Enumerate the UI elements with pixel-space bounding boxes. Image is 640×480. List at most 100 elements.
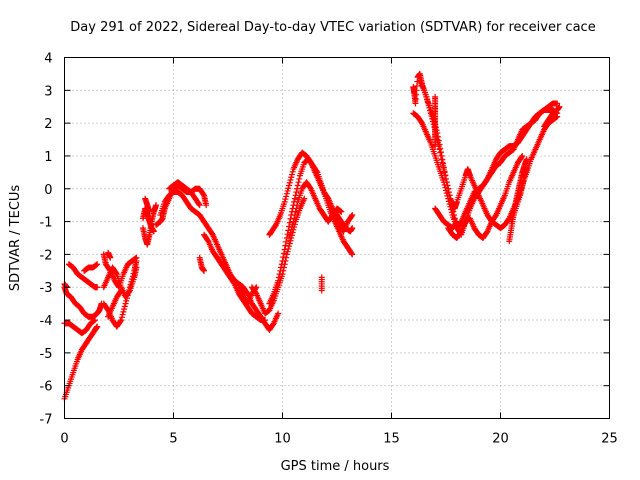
data-point <box>118 317 125 324</box>
data-point <box>437 145 444 152</box>
y-tick-label: 0 <box>44 183 52 198</box>
x-tick-label: 10 <box>274 432 291 447</box>
data-point <box>284 187 291 194</box>
data-point <box>283 238 290 245</box>
data-point <box>278 261 285 268</box>
data-point <box>349 225 356 232</box>
data-point <box>287 237 294 244</box>
data-point <box>437 149 444 156</box>
data-point <box>286 240 293 247</box>
x-tick-label: 5 <box>169 432 177 447</box>
data-point <box>443 179 450 186</box>
y-tick-label: 3 <box>44 84 52 99</box>
data-point <box>201 267 208 274</box>
data-point <box>287 229 294 236</box>
data-point <box>276 271 283 278</box>
y-axis-label: SDTVAR / TECUs <box>8 185 23 292</box>
data-point <box>291 215 298 222</box>
data-point <box>289 221 296 228</box>
data-point <box>277 267 284 274</box>
data-point <box>349 212 356 219</box>
data-point <box>196 202 203 209</box>
data-point <box>295 179 302 186</box>
plot-frame <box>64 57 610 419</box>
plot-markers <box>61 70 563 402</box>
data-point <box>94 323 101 330</box>
x-tick-label: 20 <box>492 432 509 447</box>
y-tick-label: -1 <box>40 216 53 231</box>
data-point <box>133 254 140 261</box>
data-point <box>150 228 157 235</box>
data-point <box>195 201 202 208</box>
data-point <box>275 310 282 317</box>
data-point <box>133 264 140 271</box>
data-point <box>556 103 563 110</box>
data-point <box>349 251 356 258</box>
data-point <box>203 202 210 209</box>
x-axis-ticks: 0 5 10 15 20 25 <box>60 57 618 447</box>
data-point <box>281 246 288 253</box>
data-point <box>290 218 297 225</box>
data-point <box>282 196 289 203</box>
y-tick-label: 2 <box>44 117 52 132</box>
data-point <box>453 218 460 225</box>
data-point <box>432 143 439 150</box>
data-point <box>444 182 451 189</box>
data-point <box>286 182 293 189</box>
data-point <box>291 195 298 202</box>
data-point <box>121 306 128 313</box>
data-point <box>117 288 124 295</box>
data-point <box>294 182 301 189</box>
chart-title: Day 291 of 2022, Sidereal Day-to-day VTE… <box>70 20 595 35</box>
data-point <box>293 205 300 212</box>
x-tick-label: 0 <box>60 432 68 447</box>
data-point <box>296 175 303 182</box>
data-point <box>282 242 289 249</box>
data-point <box>438 152 445 159</box>
y-tick-label: -6 <box>40 380 53 395</box>
data-point <box>440 164 447 171</box>
data-point <box>338 208 345 215</box>
data-point <box>288 171 295 178</box>
data-point <box>554 113 561 120</box>
data-point <box>348 213 355 220</box>
data-point <box>283 251 290 258</box>
data-point <box>283 190 290 197</box>
data-point <box>301 195 308 202</box>
y-tick-label: 4 <box>44 52 52 67</box>
data-point <box>285 185 292 192</box>
data-point <box>281 198 288 205</box>
data-point <box>275 277 282 284</box>
data-point <box>291 212 298 219</box>
x-tick-label: 15 <box>383 432 400 447</box>
data-point <box>117 318 124 325</box>
data-point <box>448 206 455 213</box>
data-point <box>262 317 269 324</box>
y-tick-label: -4 <box>40 314 53 329</box>
data-point <box>294 185 301 192</box>
data-point <box>280 250 287 257</box>
data-point <box>113 270 120 277</box>
data-point <box>523 156 530 163</box>
data-point <box>446 192 453 199</box>
data-point <box>443 175 449 182</box>
data-point <box>275 274 282 281</box>
data-point <box>153 202 160 209</box>
data-point <box>120 308 127 315</box>
data-point <box>453 219 460 226</box>
data-point <box>287 177 294 184</box>
data-point <box>523 166 530 173</box>
data-point <box>283 193 290 200</box>
data-point <box>440 160 447 167</box>
y-axis-ticks: -7 -6 -5 -4 -3 -2 -1 0 1 2 3 4 <box>40 52 610 428</box>
data-point <box>122 300 129 307</box>
data-point <box>289 168 296 175</box>
data-point <box>286 232 293 239</box>
y-tick-label: -5 <box>40 347 53 362</box>
data-point <box>292 208 299 215</box>
data-point <box>279 257 286 264</box>
data-point <box>200 191 207 198</box>
data-point <box>448 209 455 216</box>
data-point <box>445 189 452 196</box>
data-point <box>107 254 114 261</box>
